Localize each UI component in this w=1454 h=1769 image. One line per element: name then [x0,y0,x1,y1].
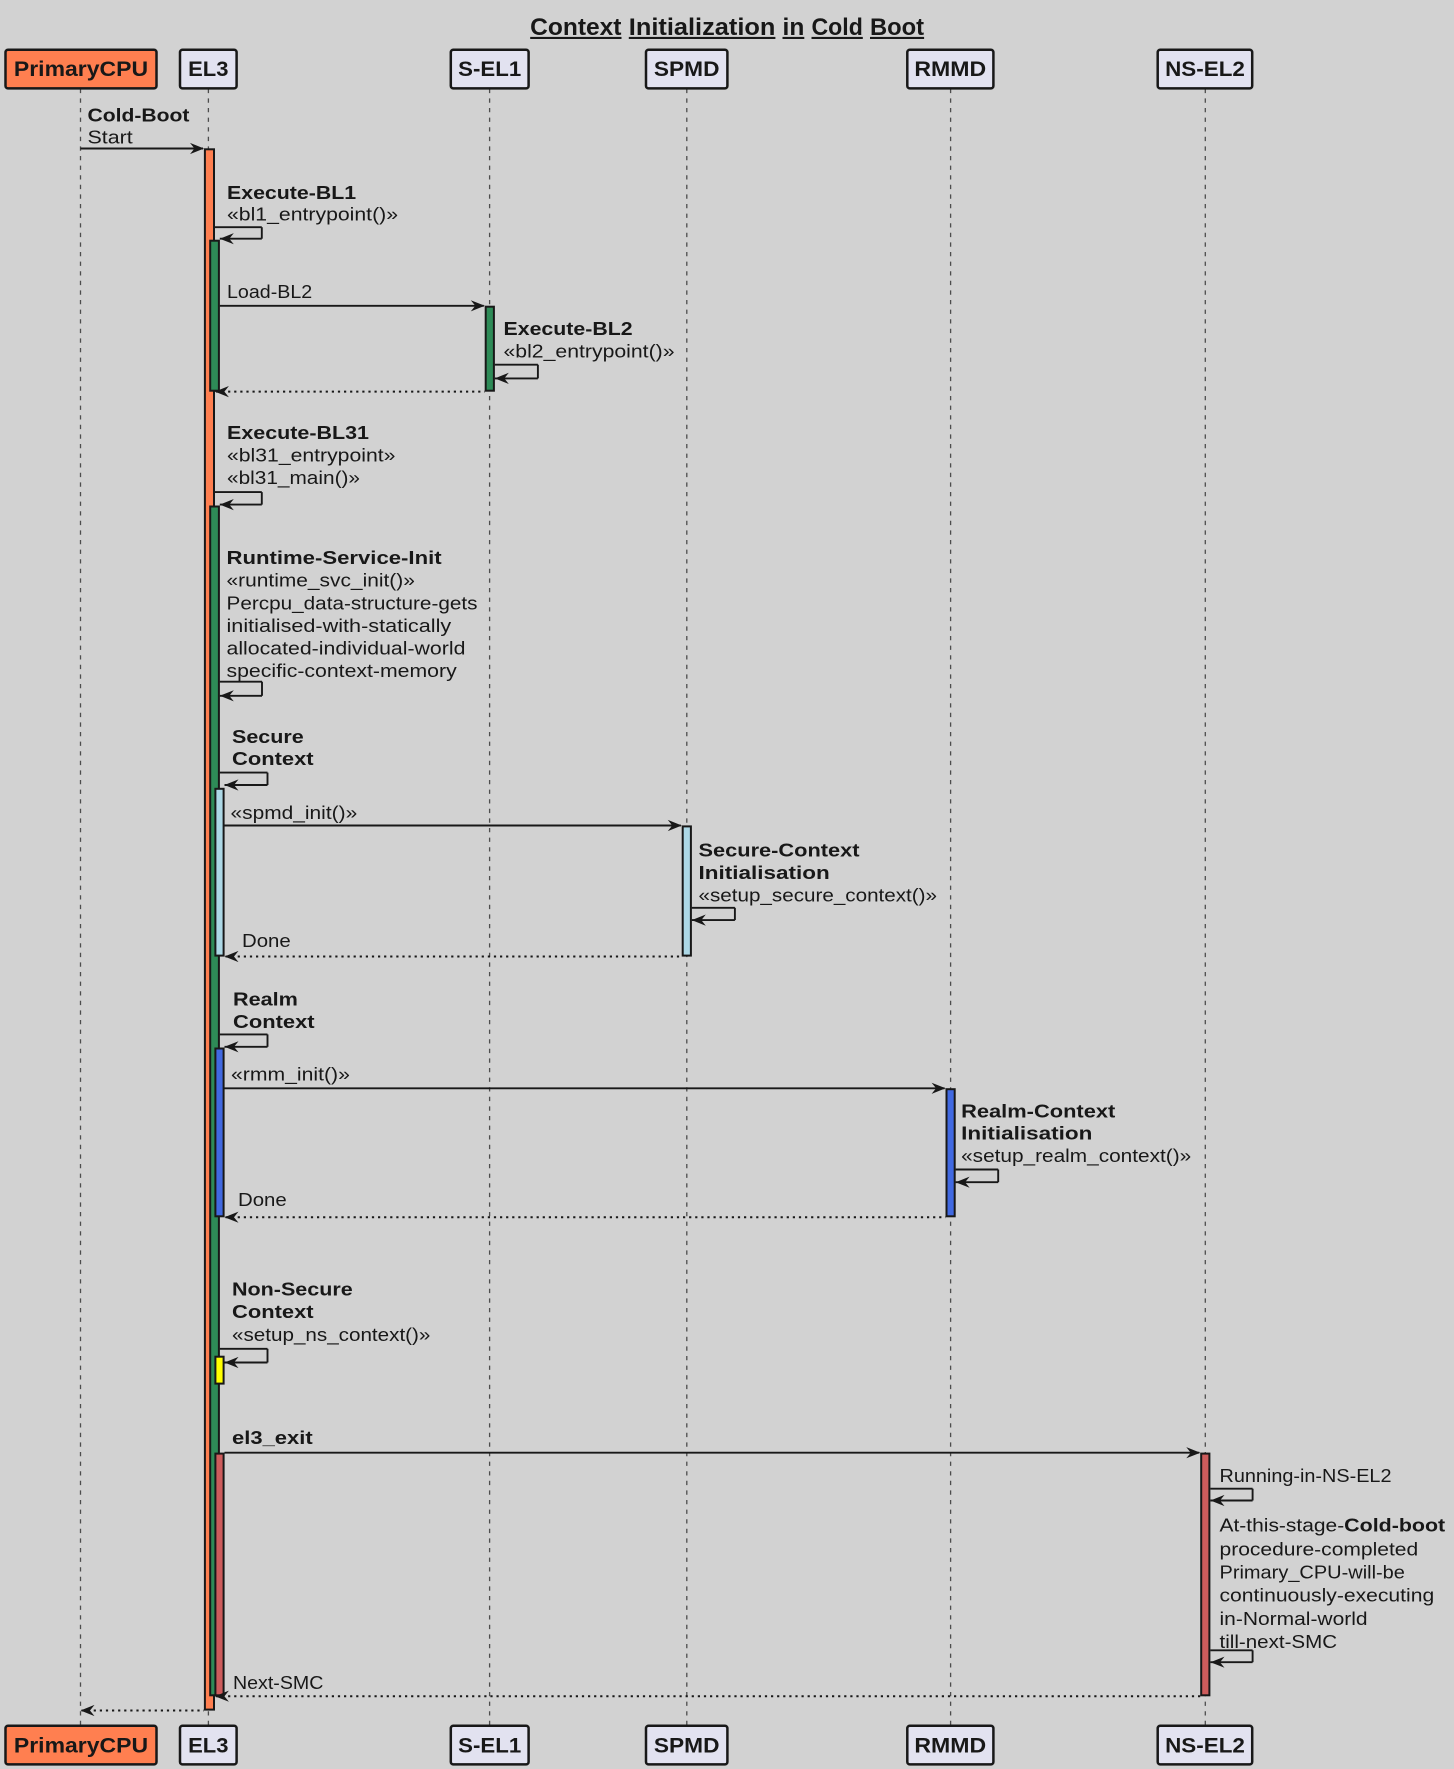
svg-text:Done: Done [242,930,291,951]
svg-text:allocated-individual-world: allocated-individual-world [227,638,466,659]
svg-text:Context: Context [530,14,621,41]
svg-text:Context: Context [233,1011,315,1032]
svg-text:PrimaryCPU: PrimaryCPU [14,1733,148,1757]
svg-text:Cold-boot: Cold-boot [1344,1515,1445,1536]
svg-text:in-Normal-world: in-Normal-world [1220,1608,1368,1629]
svg-text:S-EL1: S-EL1 [458,1733,521,1757]
svg-text:PrimaryCPU: PrimaryCPU [14,57,148,81]
svg-text:Execute-BL2: Execute-BL2 [504,318,633,339]
svg-text:SPMD: SPMD [654,57,720,81]
svg-text:Start: Start [88,127,133,148]
svg-text:Non-Secure: Non-Secure [232,1279,353,1300]
svg-text:Running-in-NS-EL2: Running-in-NS-EL2 [1220,1465,1392,1486]
svg-text:Initialization: Initialization [629,14,776,41]
svg-text:Load-BL2: Load-BL2 [227,281,312,302]
svg-text:el3_exit: el3_exit [232,1427,313,1448]
svg-text:RMMD: RMMD [914,57,986,81]
svg-text:specific-context-memory: specific-context-memory [227,660,458,681]
svg-text:Done: Done [238,1189,287,1210]
svg-text:Primary_CPU-will-be: Primary_CPU-will-be [1220,1561,1405,1583]
svg-text:S-EL1: S-EL1 [458,57,521,81]
svg-text:procedure-completed: procedure-completed [1220,1538,1419,1559]
svg-text:«bl31_main()»: «bl31_main()» [227,467,360,489]
svg-text:«spmd_init()»: «spmd_init()» [231,802,358,824]
svg-text:Execute-BL1: Execute-BL1 [227,182,356,203]
svg-text:«setup_secure_context()»: «setup_secure_context()» [699,884,938,906]
svg-text:«setup_ns_context()»: «setup_ns_context()» [232,1324,430,1346]
svg-text:Secure: Secure [232,726,304,747]
svg-text:EL3: EL3 [188,57,228,81]
svg-text:«bl1_entrypoint()»: «bl1_entrypoint()» [227,203,398,225]
svg-text:Cold: Cold [812,14,863,41]
svg-text:NS-EL2: NS-EL2 [1165,57,1245,81]
svg-text:«bl31_entrypoint»: «bl31_entrypoint» [227,445,395,467]
svg-text:Secure-Context: Secure-Context [699,839,860,860]
svg-text:Realm-Context: Realm-Context [961,1100,1115,1121]
svg-text:Realm: Realm [233,989,298,1010]
svg-text:«setup_realm_context()»: «setup_realm_context()» [961,1145,1191,1167]
svg-text:Boot: Boot [870,14,924,41]
svg-text:Initialisation: Initialisation [699,862,830,883]
svg-text:till-next-SMC: till-next-SMC [1220,1631,1338,1652]
svg-text:SPMD: SPMD [654,1733,720,1757]
svg-text:Next-SMC: Next-SMC [233,1672,323,1693]
svg-text:Runtime-Service-Init: Runtime-Service-Init [227,547,442,568]
svg-text:Percpu_data-structure-gets: Percpu_data-structure-gets [227,593,478,615]
svg-text:in: in [783,14,805,41]
svg-text:RMMD: RMMD [914,1733,986,1757]
svg-text:initialised-with-statically: initialised-with-statically [227,615,453,636]
svg-text:«bl2_entrypoint()»: «bl2_entrypoint()» [504,341,675,363]
svg-text:«runtime_svc_init()»: «runtime_svc_init()» [227,570,415,592]
svg-text:Cold-Boot: Cold-Boot [88,105,190,126]
svg-text:«rmm_init()»: «rmm_init()» [231,1064,350,1086]
svg-text:Context: Context [232,748,314,769]
svg-text:EL3: EL3 [188,1733,228,1757]
svg-text:continuously-executing: continuously-executing [1220,1585,1435,1606]
svg-text:Context: Context [232,1301,314,1322]
svg-text:Execute-BL31: Execute-BL31 [227,422,369,443]
svg-text:NS-EL2: NS-EL2 [1165,1733,1245,1757]
svg-text:At-this-stage-: At-this-stage- [1220,1515,1345,1536]
svg-text:Initialisation: Initialisation [961,1123,1092,1144]
